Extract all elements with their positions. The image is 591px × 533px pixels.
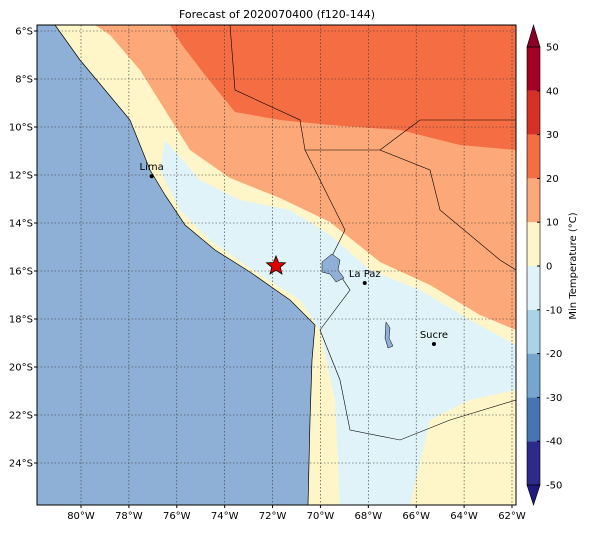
lat-tick-label: 16°S	[9, 267, 33, 278]
colorbar-tick-label: 0	[546, 262, 552, 273]
title: Forecast of 2020070400 (f120-144)	[179, 8, 375, 21]
lat-tick-label: 18°S	[9, 315, 33, 326]
city-label: Sucre	[420, 330, 448, 341]
cold-zone	[160, 140, 516, 505]
lon-tick-label: 70°W	[307, 511, 335, 522]
colorbar-band	[527, 353, 540, 398]
colorbar-band	[527, 309, 540, 354]
city-label: La Paz	[349, 269, 381, 280]
colorbar-tick-label: -20	[546, 349, 562, 360]
city-dot	[362, 281, 367, 285]
lon-tick-label: 74°W	[211, 511, 239, 522]
lat-tick-label: 12°S	[9, 171, 33, 182]
colorbar-tick-label: -30	[546, 393, 562, 404]
colorbar-tick-label: 50	[546, 43, 559, 54]
grid	[37, 25, 516, 505]
lon-tick-label: 66°W	[402, 511, 430, 522]
lat-tick-label: 10°S	[9, 123, 33, 134]
colorbar-tick-label: 40	[546, 86, 559, 97]
star-marker	[265, 254, 287, 275]
colorbar-band	[527, 222, 540, 266]
colorbar-tick-label: -40	[546, 437, 562, 448]
colorbar-label: Min Temperature (°C)	[568, 212, 579, 319]
colorbar-band	[527, 90, 540, 135]
lon-tick-label: 80°W	[67, 511, 95, 522]
city-label: Lima	[140, 162, 164, 173]
lake-poopo	[384, 321, 394, 349]
axes: 80°W 78°W 76°W 74°W 72°W 70°W 68°W 66°W 64°W 62°W…	[9, 27, 526, 523]
lat-tick-label: 8°S	[15, 75, 33, 86]
lat-tick-label: 14°S	[9, 219, 33, 230]
border	[379, 149, 516, 271]
colorbar-band	[527, 441, 540, 485]
colorbar-tick-label: -10	[546, 305, 562, 316]
lat-tick-label: 6°S	[15, 27, 33, 38]
lon-tick-label: 78°W	[115, 511, 143, 522]
colorbar: -50 -40 -30 -20 -10 0 10 20 30 40 50	[526, 23, 562, 506]
hot-zone	[170, 25, 516, 150]
coastline	[54, 25, 316, 505]
border	[304, 149, 516, 441]
map-area: Lima La Paz Sucre	[37, 25, 516, 505]
colorbar-extend-high	[526, 23, 541, 48]
colorbar-band	[527, 47, 540, 91]
lat-tick-label: 20°S	[9, 363, 33, 374]
lon-tick-label: 68°W	[355, 511, 383, 522]
colorbar-tick-label: -50	[546, 481, 562, 492]
colorbar-band	[527, 266, 540, 310]
lat-tick-label: 22°S	[9, 411, 33, 422]
lon-tick-label: 76°W	[163, 511, 191, 522]
colorbar-band	[527, 134, 540, 179]
lon-tick-label: 64°W	[450, 511, 478, 522]
colorbar-band	[527, 178, 540, 223]
colorbar-tick-label: 30	[546, 130, 559, 141]
city-dot	[149, 174, 154, 179]
lake-titicaca	[321, 253, 345, 283]
cities: Lima La Paz Sucre	[140, 162, 448, 346]
colorbar-extend-low	[526, 484, 541, 506]
lat-tick-label: 24°S	[9, 459, 33, 470]
city-dot	[431, 341, 436, 346]
colorbar-tick-label: 10	[546, 218, 559, 229]
lon-tick-label: 72°W	[259, 511, 287, 522]
map-frame	[36, 24, 517, 506]
colorbar-band	[527, 397, 540, 442]
colorbar-tick-label: 20	[546, 174, 559, 185]
lon-tick-label: 62°W	[498, 511, 526, 522]
